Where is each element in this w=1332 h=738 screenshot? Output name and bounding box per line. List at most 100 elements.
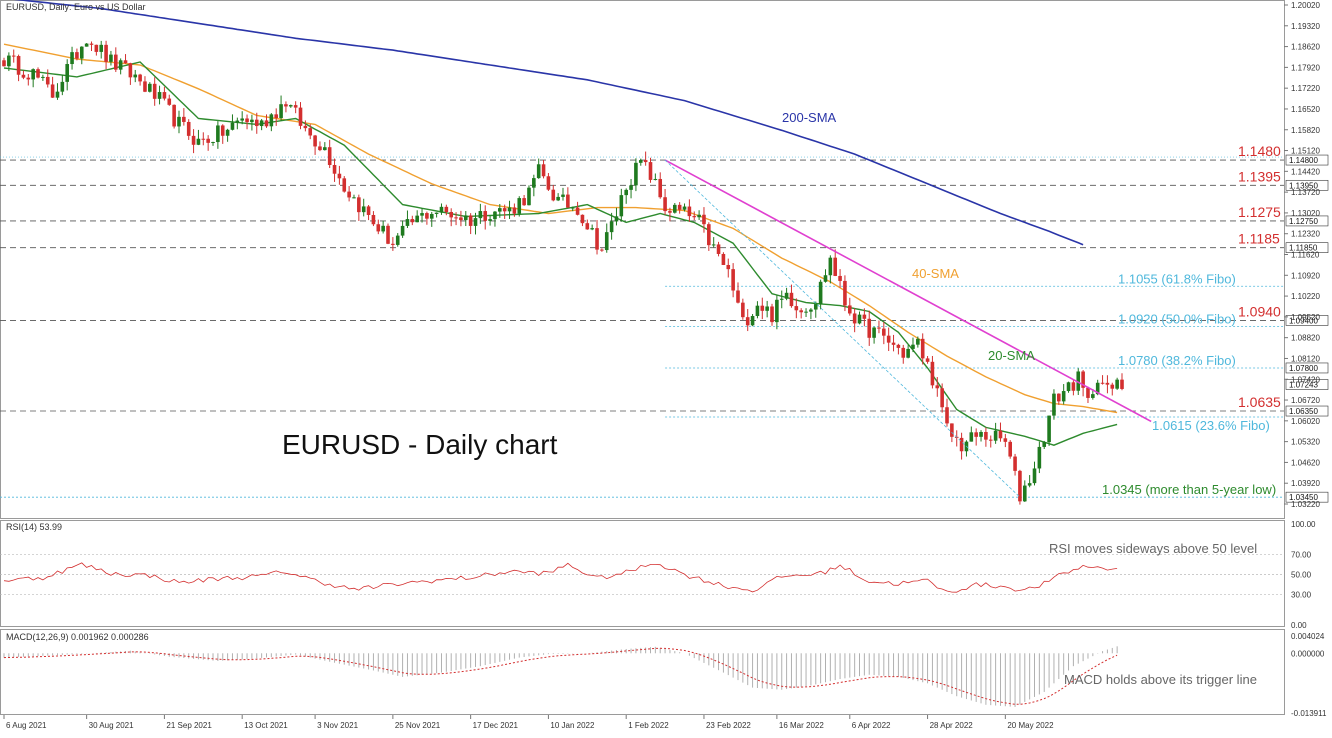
candle-body [352,197,356,199]
candle-body [629,185,633,190]
macd-tick-label: -0.013911 [1291,709,1327,718]
candle-body [79,46,84,59]
candle-body [682,206,687,210]
candle-body [877,327,881,329]
candle-body [167,98,172,105]
candle-body [318,146,322,151]
candle-body [60,81,65,92]
candle-body [760,305,765,311]
candle-body [439,206,444,213]
candle-body [332,164,337,174]
date-tick-label: 20 May 2022 [1007,721,1054,730]
candle-body [872,327,876,338]
date-tick-label: 10 Jan 2022 [550,721,595,730]
candle-body [220,125,225,136]
candle-body [692,216,697,218]
candle-body [1027,483,1032,486]
candle-body [114,54,118,70]
level-label: 1.1275 [1238,204,1281,220]
candle-body [75,52,79,59]
candle-body [1091,394,1095,398]
candle-body [546,176,551,190]
candle-body [148,83,152,92]
candle-body [405,219,410,226]
candle-body [843,280,847,306]
candle-body [284,104,288,107]
candle-body [279,104,283,119]
level-label: 1.0940 [1238,303,1281,319]
candle-body [191,135,196,145]
price-tick-label: 1.06720 [1291,396,1320,405]
candle-body [143,81,147,92]
candle-body [532,178,536,188]
candle-body [488,219,492,221]
candle-body [196,138,201,145]
candle-body [707,224,711,246]
price-tick-label: 1.03220 [1291,500,1320,509]
candle-body [551,189,556,201]
candle-body [459,217,463,221]
candle-body [896,344,901,348]
candle-body [585,223,590,230]
candle-body [648,162,653,180]
candle-body [527,187,531,206]
candle-body [473,218,478,226]
candle-body [959,437,964,452]
rsi-header: RSI(14) 53.99 [6,522,62,532]
candle-body [133,74,138,78]
candle-body [371,214,376,225]
candle-body [138,74,142,82]
candle-body [89,43,94,45]
candle-body [950,423,954,437]
candle-body [916,338,920,345]
candle-body [556,196,560,201]
candle-body [702,214,706,225]
candle-body [1008,441,1012,457]
candle-body [395,235,400,245]
candle-body [1110,384,1115,389]
candle-body [536,164,541,179]
candle-body [517,198,522,214]
candle-body [250,119,254,123]
candle-body [225,129,230,136]
candle-body [1037,446,1042,469]
fibo-label: 1.0780 (38.2% Fibo) [1118,353,1236,368]
rsi-panel-frame [0,520,1285,627]
candle-body [663,197,667,212]
price-tick-label: 1.14420 [1291,167,1320,176]
price-box [1285,379,1329,390]
candle-body [809,309,813,312]
candle-body [580,214,585,224]
rsi-tick-label: 100.00 [1291,520,1316,529]
price-tick-label: 1.17920 [1291,63,1320,72]
price-box [1285,179,1329,191]
candle-body [293,105,298,108]
candle-body [726,264,731,270]
price-box-label: 1.11850 [1289,244,1318,253]
candle-body [804,311,808,313]
candle-body [303,125,308,129]
price-box-label: 1.09400 [1289,316,1318,325]
candle-body [852,313,857,324]
price-box [1285,362,1329,374]
candle-body [41,76,45,78]
price-box [1285,405,1329,417]
candle-body [425,213,429,219]
candle-body [716,244,721,254]
candle-body [619,195,624,217]
candle-body [847,305,852,314]
date-tick-label: 17 Dec 2021 [473,721,519,730]
date-tick-label: 23 Feb 2022 [706,721,751,730]
date-tick-label: 6 Apr 2022 [852,721,891,730]
candle-body [512,207,517,214]
candle-body [794,306,799,311]
candle-body [775,299,779,323]
candlestick-series [2,40,1124,505]
candle-body [498,208,502,212]
candle-body [361,206,366,213]
candle-body [828,257,833,276]
candle-body [750,316,755,326]
candle-body [711,244,716,246]
price-tick-label: 1.05320 [1291,438,1320,447]
